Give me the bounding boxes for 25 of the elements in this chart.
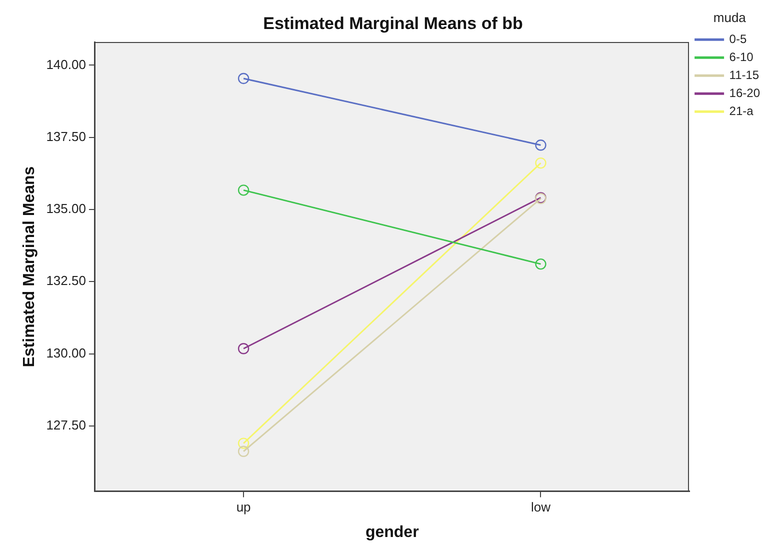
y-tick-label: 140.00 xyxy=(46,56,86,72)
legend-label: 11-15 xyxy=(729,68,760,82)
point xyxy=(535,157,546,169)
x-tick-label: up xyxy=(236,500,251,515)
point xyxy=(238,72,250,84)
point xyxy=(238,446,250,457)
point xyxy=(535,140,546,151)
legend-label: 21-a xyxy=(729,104,754,118)
legend-label: 6-10 xyxy=(729,50,754,64)
point xyxy=(535,258,546,270)
chart-title: Estimated Marginal Means of bb xyxy=(263,14,523,33)
point xyxy=(238,343,250,354)
point xyxy=(238,184,250,196)
y-tick-label: 130.00 xyxy=(46,345,86,360)
point xyxy=(238,438,250,449)
legend-title: muda xyxy=(713,10,747,26)
x-tick-label: low xyxy=(530,500,552,515)
legend-label: 16-20 xyxy=(729,86,760,100)
legend-label: 0-5 xyxy=(729,32,747,46)
y-tick-label: 132.50 xyxy=(46,273,86,288)
y-tick-label: 127.50 xyxy=(46,418,86,433)
y-axis-title: Estimated Marginal Means xyxy=(21,166,38,368)
y-tick-label: 135.00 xyxy=(46,201,86,216)
y-tick-label: 137.50 xyxy=(46,128,86,144)
x-axis-title: gender xyxy=(365,524,419,541)
